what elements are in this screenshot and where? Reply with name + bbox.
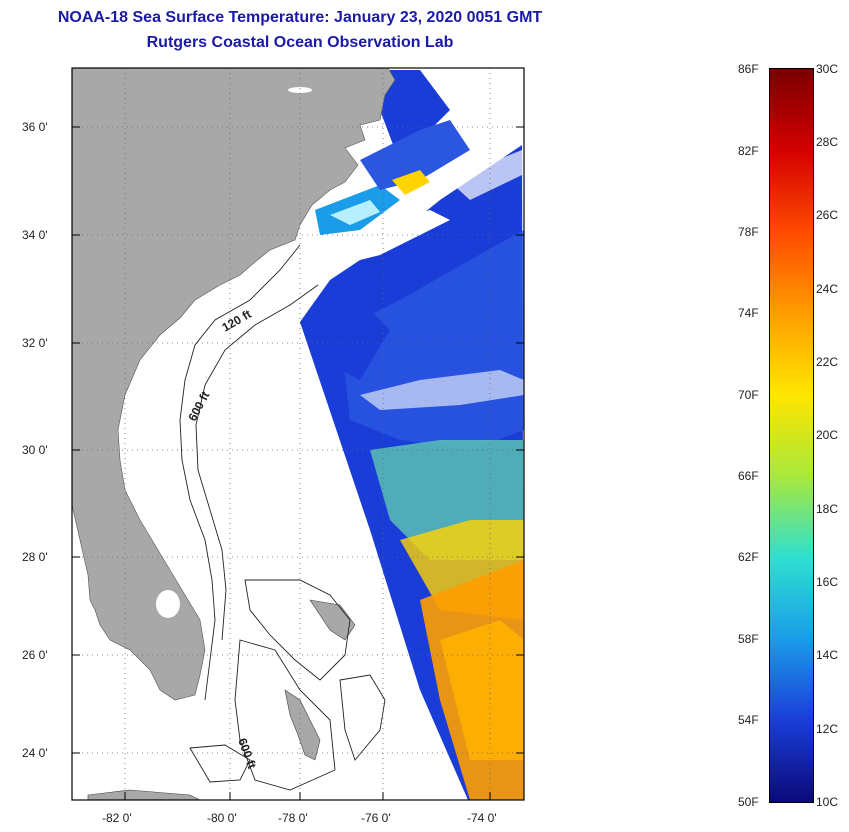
colorbar-c-label: 14C <box>816 648 839 662</box>
lat-label: 32 0' <box>22 336 48 350</box>
bahamas-islands <box>87 599 356 801</box>
colorbar-f-label: 58F <box>738 632 759 646</box>
lat-label: 26 0' <box>22 648 48 662</box>
us-landmass <box>71 67 396 701</box>
colorbar-f-label: 82F <box>738 144 759 158</box>
sst-swath <box>300 70 524 800</box>
colorbar-c-label: 28C <box>816 135 839 149</box>
lon-label: -82 0' <box>102 811 132 825</box>
lat-label: 28 0' <box>22 550 48 564</box>
map-subtitle: Rutgers Coastal Ocean Observation Lab <box>146 34 454 51</box>
lon-label: -76 0' <box>361 811 391 825</box>
map-frame <box>71 67 525 801</box>
graticule <box>72 68 524 800</box>
colorbar-c-label: 24C <box>816 282 839 296</box>
colorbar-c-label: 22C <box>816 355 839 369</box>
lon-label: -80 0' <box>207 811 237 825</box>
lake-okeechobee <box>156 590 180 618</box>
frame-ticks <box>72 126 524 800</box>
lake <box>130 436 140 444</box>
colorbar-c-label: 18C <box>816 502 839 516</box>
lat-label: 36 0' <box>22 120 48 134</box>
colorbar-f-label: 78F <box>738 225 759 239</box>
lat-label: 24 0' <box>22 746 48 760</box>
temperature-colorbar <box>769 68 814 803</box>
colorbar-f-label: 86F <box>738 62 759 76</box>
map-title: NOAA-18 Sea Surface Temperature: January… <box>57 9 543 26</box>
bathymetry-contours <box>179 244 386 791</box>
lon-label: -78 0' <box>278 811 308 825</box>
colorbar-c-label: 30C <box>816 62 839 76</box>
lat-label: 30 0' <box>22 443 48 457</box>
colorbar-f-label: 54F <box>738 713 759 727</box>
lat-label: 34 0' <box>22 228 48 242</box>
colorbar-f-label: 74F <box>738 306 759 320</box>
lon-label: -74 0' <box>467 811 497 825</box>
lake <box>288 87 312 93</box>
colorbar-f-label: 62F <box>738 550 759 564</box>
colorbar-c-label: 16C <box>816 575 839 589</box>
colorbar-f-label: 66F <box>738 469 759 483</box>
colorbar-c-label: 26C <box>816 208 839 222</box>
colorbar-c-label: 12C <box>816 722 839 736</box>
colorbar-f-label: 50F <box>738 795 759 809</box>
colorbar-c-label: 20C <box>816 428 839 442</box>
colorbar-f-label: 70F <box>738 388 759 402</box>
colorbar-c-label: 10C <box>816 795 839 809</box>
